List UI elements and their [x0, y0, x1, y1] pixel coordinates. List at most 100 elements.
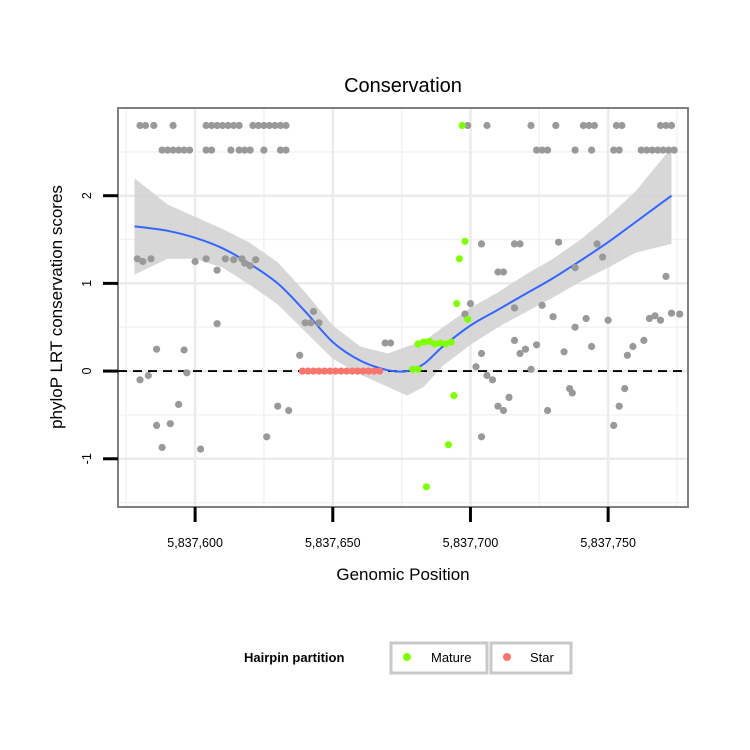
- point-other: [555, 238, 563, 246]
- point-other: [510, 240, 519, 248]
- x-axis-title: Genomic Position: [336, 565, 469, 584]
- point-other: [662, 121, 670, 130]
- point-other: [213, 266, 221, 274]
- point-other: [651, 312, 659, 320]
- point-other: [276, 146, 285, 154]
- point-other: [667, 309, 676, 317]
- point-other: [219, 121, 227, 130]
- point-star: [337, 367, 345, 375]
- point-other: [191, 257, 199, 266]
- point-other: [521, 345, 530, 353]
- point-other: [538, 146, 546, 154]
- point-other: [527, 365, 535, 373]
- point-other: [276, 121, 285, 130]
- point-star: [370, 367, 378, 375]
- legend-key-star: [503, 653, 511, 661]
- point-other: [560, 348, 568, 356]
- point-other: [301, 319, 309, 327]
- point-other: [265, 121, 273, 130]
- point-other: [568, 389, 576, 397]
- legend: Hairpin partition Mature Star: [244, 641, 573, 675]
- x-tick-label: 5,837,650: [305, 536, 361, 550]
- point-other: [274, 402, 282, 410]
- point-other: [604, 316, 612, 324]
- point-other: [180, 146, 188, 154]
- point-other: [254, 121, 262, 130]
- point-other: [166, 420, 174, 428]
- point-other: [585, 121, 593, 130]
- point-other: [571, 146, 579, 154]
- point-other: [477, 433, 486, 441]
- point-other: [488, 376, 497, 384]
- legend-title: Hairpin partition: [244, 650, 344, 665]
- point-other: [621, 385, 629, 393]
- point-other: [593, 240, 601, 248]
- point-other: [271, 121, 279, 130]
- y-tick-label: 1: [80, 280, 94, 287]
- point-mature: [458, 121, 466, 130]
- point-other: [175, 400, 183, 408]
- point-mature: [431, 340, 439, 348]
- point-other: [623, 351, 632, 359]
- point-other: [510, 304, 519, 312]
- point-other: [246, 262, 254, 270]
- point-other: [183, 369, 191, 377]
- point-star: [376, 367, 384, 375]
- point-other: [150, 121, 158, 130]
- point-other: [499, 406, 508, 415]
- points-layer: [133, 121, 684, 491]
- point-other: [169, 121, 177, 130]
- point-mature: [442, 340, 450, 348]
- point-other: [662, 272, 670, 280]
- point-other: [260, 146, 268, 154]
- point-mature: [414, 365, 422, 373]
- point-star: [359, 367, 367, 375]
- point-mature: [447, 338, 455, 346]
- point-other: [153, 421, 161, 429]
- point-mature: [455, 255, 463, 263]
- point-other: [387, 339, 395, 347]
- point-other: [466, 300, 475, 308]
- point-other: [533, 146, 541, 154]
- point-other: [381, 339, 389, 347]
- plot-panel: [117, 107, 689, 508]
- point-other: [158, 146, 166, 154]
- point-star: [309, 367, 318, 375]
- x-tick-label: 5,837,750: [580, 536, 636, 550]
- point-other: [202, 146, 210, 154]
- point-other: [676, 310, 684, 318]
- point-other: [315, 319, 323, 327]
- point-star: [315, 367, 323, 375]
- point-other: [538, 301, 546, 309]
- point-other: [158, 443, 166, 451]
- point-other: [296, 351, 304, 359]
- point-other: [615, 146, 623, 154]
- axes-layer: 5,837,600 5,837,650 5,837,700 5,837,750 -1 0 1…: [80, 192, 636, 550]
- point-mature: [453, 300, 461, 308]
- point-other: [141, 121, 150, 130]
- point-other: [533, 341, 541, 349]
- point-other: [144, 371, 152, 380]
- point-star: [326, 367, 334, 375]
- point-other: [637, 146, 645, 154]
- point-star: [298, 367, 307, 375]
- point-other: [136, 121, 144, 130]
- point-other: [230, 121, 238, 130]
- point-other: [544, 406, 552, 415]
- point-other: [263, 433, 271, 441]
- point-other: [221, 255, 229, 263]
- point-other: [610, 421, 618, 429]
- legend-key-mature: [403, 653, 411, 661]
- point-mature: [436, 339, 444, 347]
- point-mature: [414, 340, 422, 348]
- point-other: [282, 146, 290, 154]
- point-star: [343, 367, 351, 375]
- point-other: [588, 342, 596, 351]
- point-other: [235, 146, 243, 154]
- point-other: [599, 253, 607, 261]
- point-other: [648, 146, 656, 154]
- point-other: [483, 371, 491, 380]
- point-other: [241, 146, 249, 154]
- y-tick-label: 0: [80, 368, 94, 375]
- point-other: [656, 121, 665, 130]
